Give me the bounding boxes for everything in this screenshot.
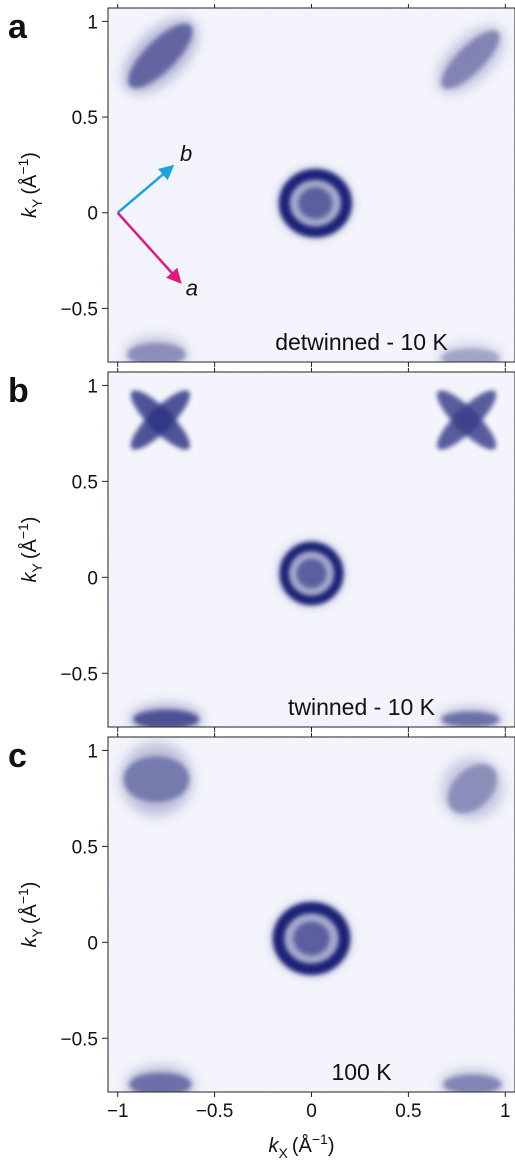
feature-corner-top-left: [122, 18, 198, 94]
y-tick-label: 0.5: [72, 837, 98, 858]
y-tick-label: −0.5: [60, 664, 98, 685]
heatmap-area: [108, 737, 515, 1092]
feature-center-pocket: [278, 169, 352, 238]
panel-annotation: twinned - 10 K: [288, 694, 436, 720]
y-tick-label: −0.5: [60, 1029, 98, 1050]
panel-annotation: detwinned - 10 K: [275, 329, 448, 355]
lattice-vector-label-b: b: [180, 141, 192, 166]
feature-corner-top-left: [130, 390, 190, 450]
heatmap-area: [108, 8, 515, 362]
panel-a: 1 0.5 0 −0.5 a kY(Å−1) detwinned - 10 K b a: [8, 4, 515, 367]
panel-b: 1 0.5 0 −0.5 b kY(Å−1) twinned - 10 K: [8, 368, 515, 732]
panel-letter: a: [8, 8, 28, 46]
y-tick-label: 0: [87, 933, 98, 954]
heatmap-area: [108, 372, 515, 727]
y-tick-label: 0: [87, 204, 98, 225]
feature-corner-top-right: [436, 25, 505, 94]
x-tick-label: −1: [107, 1101, 129, 1122]
y-axis-label: kY(Å−1): [15, 517, 45, 583]
feature-corner-bottom-right: [440, 1068, 505, 1092]
panel-letter: c: [8, 737, 27, 775]
feature-corner-top-right: [441, 757, 504, 821]
y-tick-label: 1: [87, 12, 98, 33]
lattice-vector-a: [116, 211, 182, 284]
feature-corner-bottom-left: [124, 335, 189, 362]
feature-corner-bottom-right: [438, 707, 503, 727]
feature-center-pocket: [272, 902, 351, 975]
feature-corner-top-left: [120, 742, 193, 817]
panel-c: 1 0.5 0 −0.5 −1 −0.5 0 0.5 1 c kY(Å−1) kX (Å−1) 100 K: [8, 733, 515, 1161]
y-tick-label: 0.5: [72, 108, 98, 129]
x-tick-label: 0: [306, 1101, 317, 1122]
lattice-vector-b: [116, 164, 175, 214]
x-tick-label: 0.5: [395, 1101, 421, 1122]
lattice-vector-label-a: a: [186, 276, 198, 301]
feature-corner-top-right: [436, 390, 497, 450]
y-tick-label: 1: [87, 741, 98, 762]
y-tick-label: −0.5: [60, 299, 98, 320]
panel-annotation: 100 K: [331, 1059, 392, 1085]
x-axis-label: kX (Å−1): [269, 1131, 335, 1161]
x-tick-label: 1: [500, 1101, 511, 1122]
y-tick-label: 0: [87, 568, 98, 589]
panel-letter: b: [8, 372, 29, 410]
y-tick-label: 1: [87, 376, 98, 397]
feature-corner-bottom-left: [126, 1065, 195, 1092]
y-axis-label: kY(Å−1): [15, 152, 45, 218]
feature-corner-bottom-right: [438, 342, 503, 362]
y-axis-label: kY(Å−1): [15, 882, 45, 948]
feature-corner-bottom-left: [129, 703, 203, 727]
x-tick-label: −0.5: [196, 1101, 234, 1122]
y-tick-label: 0.5: [72, 472, 98, 493]
feature-center-pocket: [279, 541, 344, 606]
